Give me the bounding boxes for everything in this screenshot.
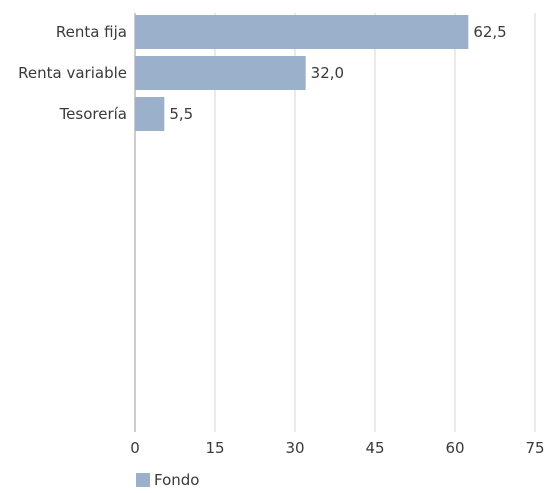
data-label-renta-fija: 62,5: [473, 23, 506, 41]
x-tick-label-60: 60: [445, 439, 464, 457]
legend-swatch-fondo: [136, 473, 150, 487]
legend: Fondo: [136, 471, 199, 489]
x-tick-label-30: 30: [285, 439, 304, 457]
category-label-tesorer-a: Tesorería: [59, 105, 127, 123]
category-label-renta-fija: Renta fija: [56, 23, 127, 41]
bar-renta-fija: [135, 15, 469, 49]
data-label-renta-variable: 32,0: [311, 64, 344, 82]
x-tick-label-45: 45: [365, 439, 384, 457]
x-tick-label-15: 15: [205, 439, 224, 457]
bar-renta-variable: [135, 56, 306, 90]
legend-label-fondo: Fondo: [154, 471, 200, 489]
category-label-renta-variable: Renta variable: [18, 64, 127, 82]
x-tick-label-0: 0: [130, 439, 140, 457]
x-tick-label-75: 75: [525, 439, 544, 457]
bar-tesorer-a: [135, 97, 165, 131]
data-label-tesorer-a: 5,5: [169, 105, 193, 123]
